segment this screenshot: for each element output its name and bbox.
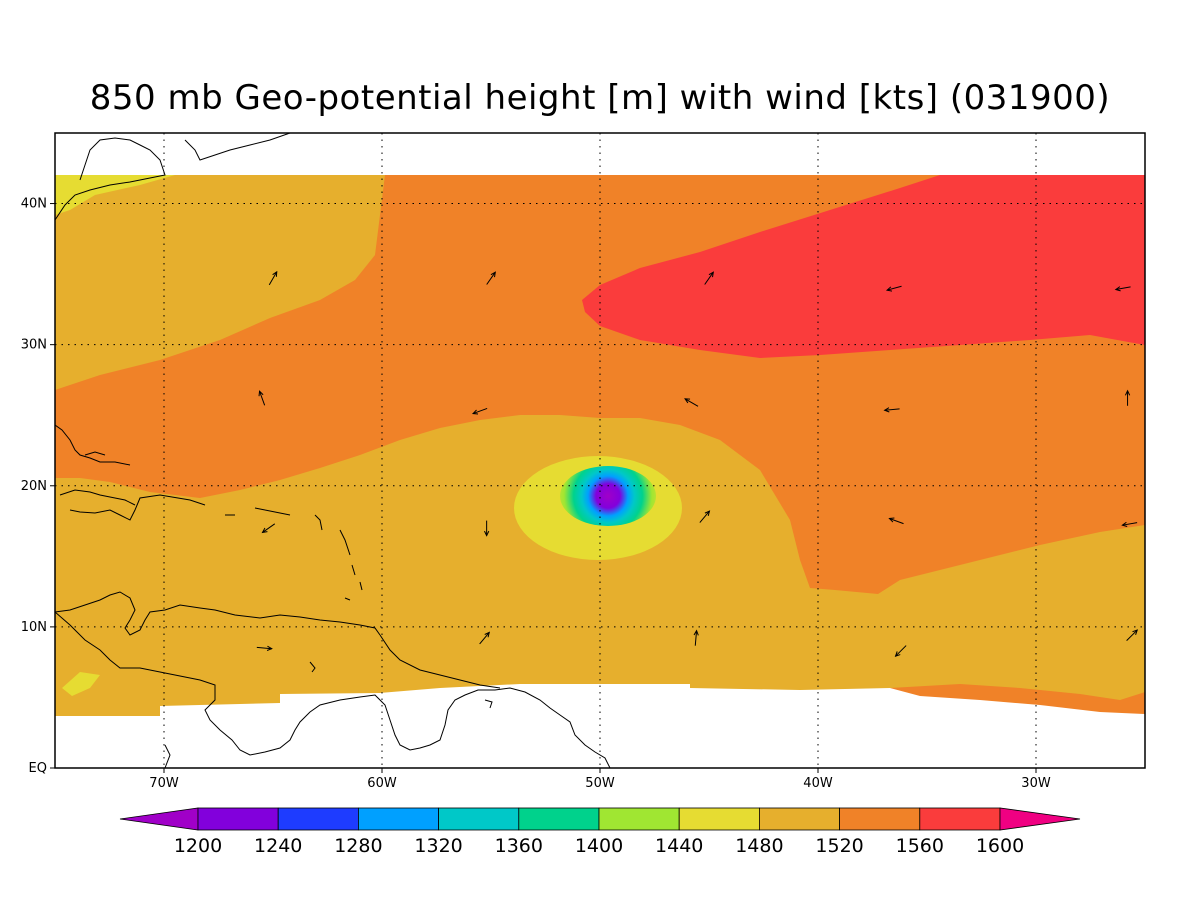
wind-vector: [471, 407, 488, 415]
lat-tick-label: 20N: [21, 479, 47, 494]
colorbar-label: 1520: [815, 835, 863, 857]
lat-tick-label: EQ: [29, 761, 47, 776]
colorbar-label: 1560: [896, 835, 944, 857]
wind-vector: [885, 285, 902, 292]
wind-vector: [479, 631, 491, 645]
cyclone-core: [560, 466, 656, 526]
colorbar-swatch: [919, 807, 1001, 831]
lat-tick-label: 30N: [21, 338, 47, 353]
wind-vector: [684, 398, 699, 407]
colorbar-label: 1400: [575, 835, 623, 857]
colorbar-swatch: [357, 807, 439, 831]
colorbar-label: 1440: [655, 835, 703, 857]
wind-vector: [883, 407, 900, 413]
contour-orange-sw-patch: [890, 684, 1145, 714]
colorbar-swatch: [759, 807, 841, 831]
wind-vector: [258, 390, 266, 406]
colorbar-label: 1280: [334, 835, 382, 857]
colorbar-label: 1240: [254, 835, 302, 857]
lon-tick-label: 30W: [1021, 776, 1051, 791]
lon-tick-label: 40W: [803, 776, 833, 791]
lon-tick-label: 70W: [149, 776, 179, 791]
wind-vector: [268, 270, 278, 286]
wind-vector: [256, 645, 273, 651]
contour-yellow-venezuela-patch: [62, 672, 100, 696]
wind-vector: [261, 523, 276, 534]
colorbar-arrow-high: [999, 807, 1081, 831]
colorbar-label: 1200: [174, 835, 222, 857]
coastlines: [55, 133, 611, 768]
colorbar-swatch: [839, 807, 921, 831]
wind-vector: [704, 271, 714, 285]
wind-vector: [484, 520, 490, 537]
latitude-ticks: EQ 10N 20N 30N 40N: [21, 197, 55, 776]
wind-vector: [894, 645, 907, 657]
wind-vector: [1114, 286, 1131, 292]
contour-yellow-ne-patch: [55, 175, 175, 215]
colorbar-swatch: [438, 807, 520, 831]
colorbar-swatch: [197, 807, 279, 831]
colorbar-swatch: [518, 807, 600, 831]
wind-vector: [1124, 389, 1131, 406]
lon-tick-label: 60W: [367, 776, 397, 791]
map-title: 850 mb Geo-potential height [m] with win…: [89, 78, 1111, 118]
wind-vector: [486, 271, 496, 285]
colorbar-label: 1480: [735, 835, 783, 857]
lat-tick-label: 40N: [21, 197, 47, 212]
lat-tick-label: 10N: [21, 620, 47, 635]
contour-1560-1600: [582, 175, 1145, 358]
wind-vector: [1126, 629, 1139, 642]
wind-vector: [1121, 521, 1138, 528]
colorbar-arrow-low: [119, 807, 199, 831]
colorbar-swatch: [277, 807, 359, 831]
colorbar-label: 1600: [976, 835, 1024, 857]
colorbar-swatch: [598, 807, 680, 831]
lon-tick-label: 50W: [585, 776, 615, 791]
longitude-ticks: 70W 60W 50W 40W 30W: [149, 768, 1051, 791]
wind-vector: [888, 517, 904, 525]
wind-vectors: [256, 270, 1139, 657]
wind-vector: [693, 629, 699, 646]
colorbar-label: 1360: [495, 835, 543, 857]
colorbar-swatch: [678, 807, 760, 831]
colorbar-label: 1320: [414, 835, 462, 857]
wind-vector: [699, 510, 711, 523]
colorbar: 1200 1240 1280 1320 1360 1400 1440 1480 1520 1560…: [119, 807, 1081, 857]
